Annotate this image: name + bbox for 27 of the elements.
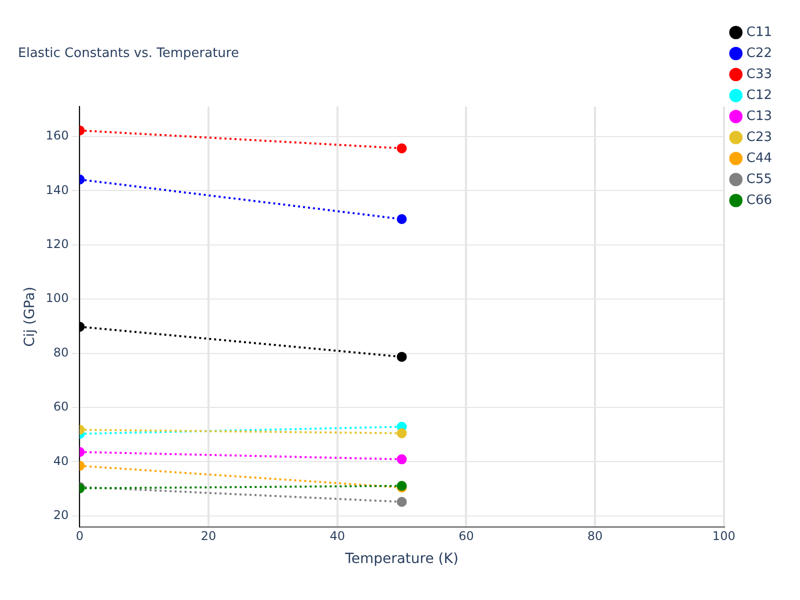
legend-label: C22: [746, 46, 772, 61]
y-tick-label: 160: [46, 128, 69, 143]
y-tick-label: 120: [46, 236, 69, 251]
y-tick-label: 20: [53, 508, 69, 522]
x-tick-label: 80: [587, 529, 603, 544]
legend-label: C23: [746, 130, 772, 145]
y-tick-label: 60: [53, 400, 69, 414]
point: [396, 496, 407, 507]
legend-label: C33: [746, 66, 772, 82]
y-tick-label: 100: [46, 291, 69, 306]
x-tick-label: 40: [330, 529, 346, 544]
legend-label: C11: [746, 24, 772, 40]
y-tick-label: 40: [53, 454, 69, 468]
y-axis-title: Cij (GPa): [22, 286, 38, 347]
legend-label: C66: [746, 192, 772, 208]
chart-title: Elastic Constants vs. Temperature: [18, 46, 239, 62]
x-tick-label: 100: [712, 529, 736, 544]
x-tick-label: 60: [458, 529, 474, 544]
x-tick-label: 20: [200, 529, 216, 544]
legend-label: C55: [746, 172, 772, 187]
x-tick-label: 0: [76, 529, 84, 544]
legend-label: C44: [746, 150, 772, 166]
x-axis-title: Temperature (K): [344, 551, 458, 568]
y-tick-label: 80: [53, 345, 69, 360]
y-tick-label: 140: [46, 182, 69, 197]
legend-label: C12: [746, 88, 772, 103]
legend-label: C13: [746, 108, 772, 124]
